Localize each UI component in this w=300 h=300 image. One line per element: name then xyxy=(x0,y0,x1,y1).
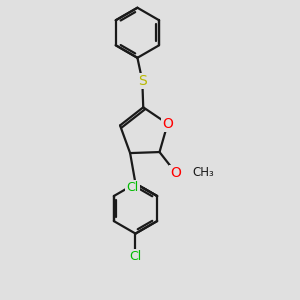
Text: Cl: Cl xyxy=(129,250,142,263)
Text: CH₃: CH₃ xyxy=(192,166,214,179)
Text: S: S xyxy=(138,74,147,88)
Text: Cl: Cl xyxy=(127,182,139,194)
Text: O: O xyxy=(162,117,173,131)
Text: O: O xyxy=(170,166,181,180)
